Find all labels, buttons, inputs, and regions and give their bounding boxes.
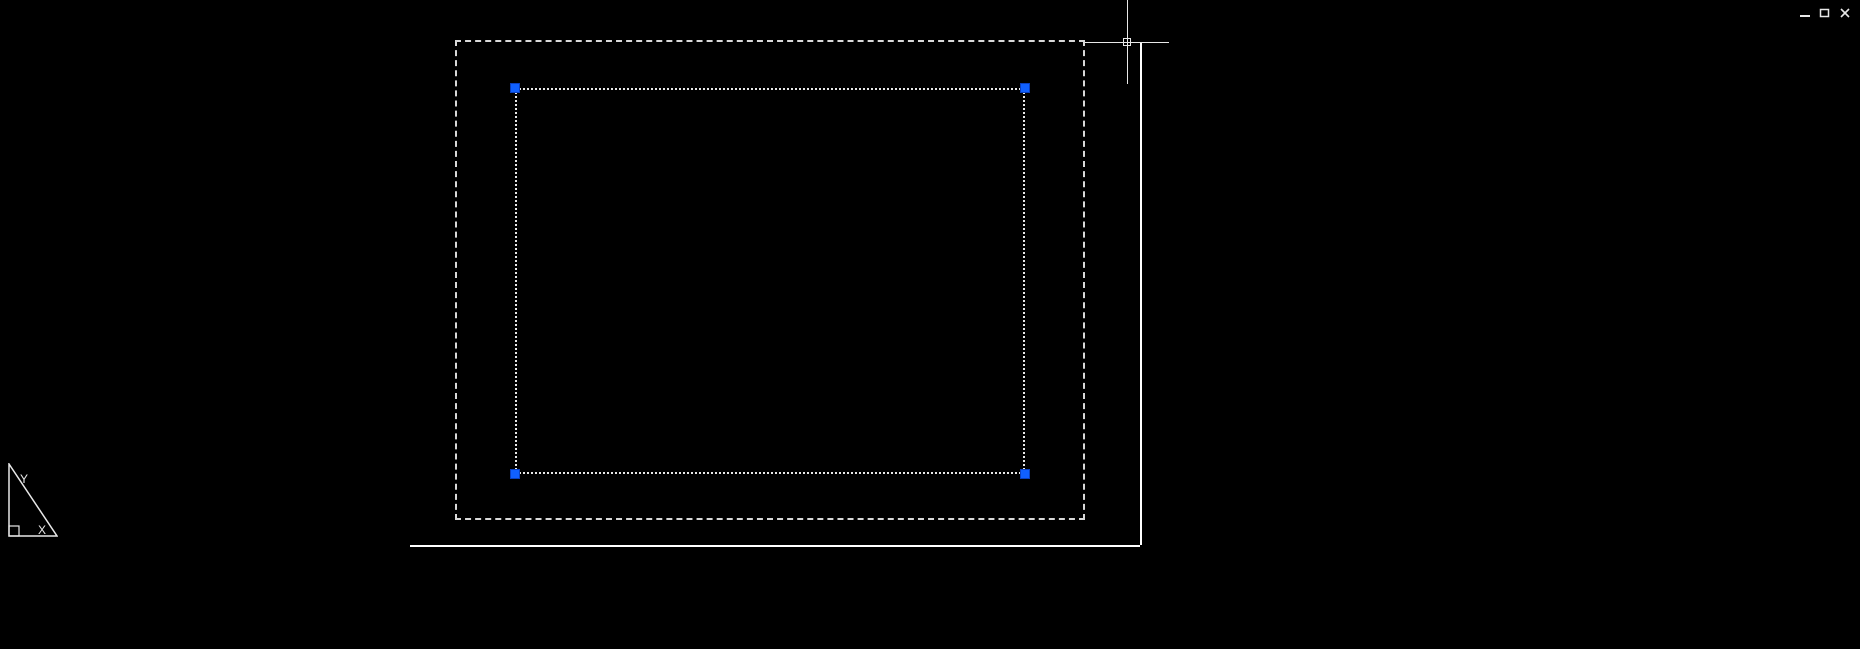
close-icon bbox=[1839, 7, 1851, 19]
ucs-origin-box bbox=[9, 526, 19, 536]
layout-canvas[interactable]: Y X bbox=[0, 0, 1860, 649]
paper-edge-right bbox=[1140, 42, 1142, 545]
minimize-button[interactable] bbox=[1798, 6, 1812, 20]
ucs-y-label: Y bbox=[20, 472, 28, 486]
viewport-grip-bottom-right[interactable] bbox=[1020, 469, 1030, 479]
close-button[interactable] bbox=[1838, 6, 1852, 20]
minimize-icon bbox=[1799, 7, 1811, 19]
paper-edge-bottom bbox=[410, 545, 1140, 547]
ucs-triangle bbox=[9, 464, 57, 536]
ucs-x-label: X bbox=[38, 523, 46, 537]
ucs-icon[interactable]: Y X bbox=[8, 463, 58, 537]
viewport-grip-top-left[interactable] bbox=[510, 83, 520, 93]
viewport-grip-bottom-left[interactable] bbox=[510, 469, 520, 479]
maximize-icon bbox=[1819, 7, 1831, 19]
viewport-rect[interactable] bbox=[515, 88, 1025, 474]
viewport-grip-top-right[interactable] bbox=[1020, 83, 1030, 93]
window-controls bbox=[1798, 6, 1852, 20]
maximize-button[interactable] bbox=[1818, 6, 1832, 20]
